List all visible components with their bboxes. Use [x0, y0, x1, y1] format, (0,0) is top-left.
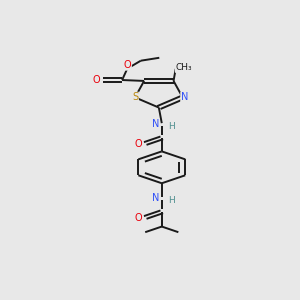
Text: O: O [135, 213, 142, 223]
Text: O: O [124, 60, 131, 70]
Text: O: O [93, 75, 100, 85]
Text: N: N [181, 92, 188, 102]
Text: H: H [168, 122, 175, 131]
Text: CH₃: CH₃ [176, 63, 192, 72]
Text: H: H [168, 196, 175, 205]
Text: N: N [152, 193, 159, 203]
Text: N: N [152, 119, 159, 129]
Text: S: S [132, 92, 138, 102]
Text: O: O [135, 140, 142, 149]
